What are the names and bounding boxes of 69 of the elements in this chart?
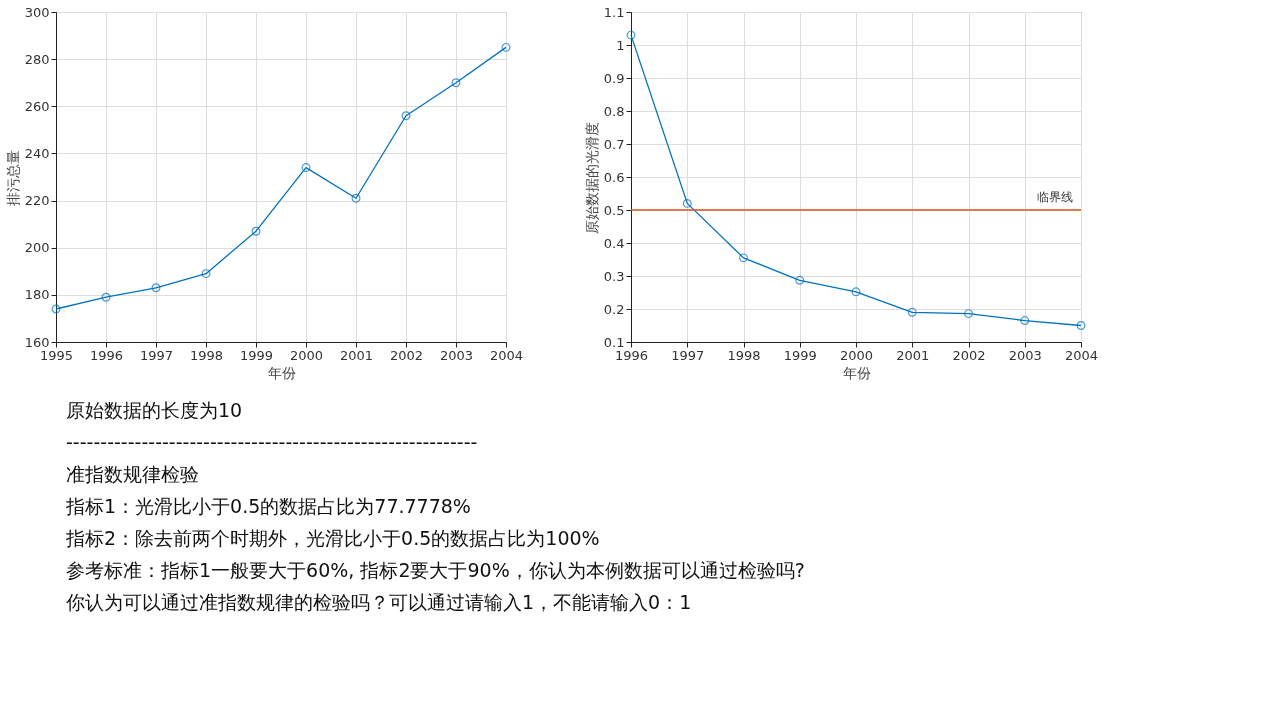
y-tick-label: 260	[24, 98, 50, 114]
point	[401, 111, 411, 121]
x-tick-label: 2003	[1008, 347, 1042, 363]
x-tick-label: 2004	[489, 347, 524, 363]
point	[451, 78, 461, 88]
x-axis-title: 年份	[842, 364, 871, 381]
y-tick-label: 180	[24, 287, 50, 303]
point	[1076, 321, 1086, 330]
point	[795, 275, 805, 285]
text: 你认为可以通过准指数规律的检验吗？可以通过请输入1，不能请输入0：1	[65, 590, 692, 613]
x-tick-label: 2002	[389, 347, 424, 363]
x-tick-label: 2003	[439, 347, 474, 363]
point	[151, 283, 161, 293]
text: ------------------------------------------------------------	[66, 431, 478, 454]
y-tick-label: 240	[24, 145, 50, 161]
x-tick-label: 1995	[39, 347, 74, 363]
x-tick-label: 2001	[339, 347, 374, 363]
text: 指标2：除去前两个时期外，光滑比小于0.5的数据占比为100%	[65, 526, 600, 549]
x-tick-label: 2000	[289, 347, 324, 363]
point	[251, 226, 261, 236]
x-tick-label: 2002	[952, 347, 986, 363]
point	[501, 42, 511, 52]
y-tick-label: 0.3	[603, 268, 625, 284]
y-tick-label: 0.9	[603, 70, 625, 86]
point	[682, 198, 692, 208]
y-tick-label: 0.7	[603, 136, 625, 152]
y-tick-label: 220	[24, 193, 50, 209]
x-tick-label: 2004	[1064, 347, 1099, 363]
point	[1020, 316, 1030, 326]
y-tick-label: 0.1	[603, 334, 625, 350]
point	[101, 292, 111, 302]
x-tick-label: 2000	[839, 347, 874, 363]
point	[851, 287, 861, 297]
y-tick-label: 200	[24, 240, 50, 256]
y-tick-label: 0.4	[603, 235, 625, 251]
x-tick-label: 1998	[189, 347, 224, 363]
y-tick-label: 300	[24, 4, 50, 20]
x-tick-label: 1999	[239, 347, 274, 363]
text: 参考标准：指标1一般要大于60%, 指标2要大于90%，你认为本例数据可以通过检验吗?	[66, 558, 805, 581]
point	[739, 253, 748, 263]
text: 原始数据的长度为10	[66, 399, 243, 422]
x-tick-label: 1998	[727, 347, 761, 363]
y-tick-label: 0.5	[603, 202, 625, 218]
point	[351, 193, 361, 203]
y-tick-label: 0.2	[603, 301, 625, 317]
x-tick-label: 1997	[671, 347, 705, 363]
point	[907, 307, 917, 317]
y-tick-label: 1.1	[603, 4, 625, 20]
y-tick-label: 160	[24, 334, 50, 350]
point	[51, 304, 61, 314]
text: 准指数规律检验	[66, 463, 199, 486]
y-tick-label: 280	[24, 51, 50, 67]
x-tick-label: 1996	[614, 347, 649, 363]
y-axis-title: 原始数据的光滑度	[583, 121, 600, 234]
point	[201, 269, 211, 279]
x-tick-label: 1997	[139, 347, 174, 363]
point	[626, 30, 636, 40]
x-axis-title: 年份	[267, 364, 296, 381]
x-tick-label: 2001	[896, 347, 930, 363]
x-tick-label: 1999	[783, 347, 817, 363]
y-tick-label: 1	[616, 37, 625, 53]
x-tick-label: 1996	[89, 347, 124, 363]
y-axis-title: 排污总量	[4, 149, 21, 206]
point	[964, 309, 973, 319]
y-tick-label: 0.6	[603, 169, 625, 185]
text: 指标1：光滑比小于0.5的数据占比为77.7778%	[65, 495, 471, 517]
y-tick-label: 0.8	[603, 103, 625, 119]
point	[301, 163, 311, 173]
ref-line-label: 临界线	[1037, 190, 1073, 204]
